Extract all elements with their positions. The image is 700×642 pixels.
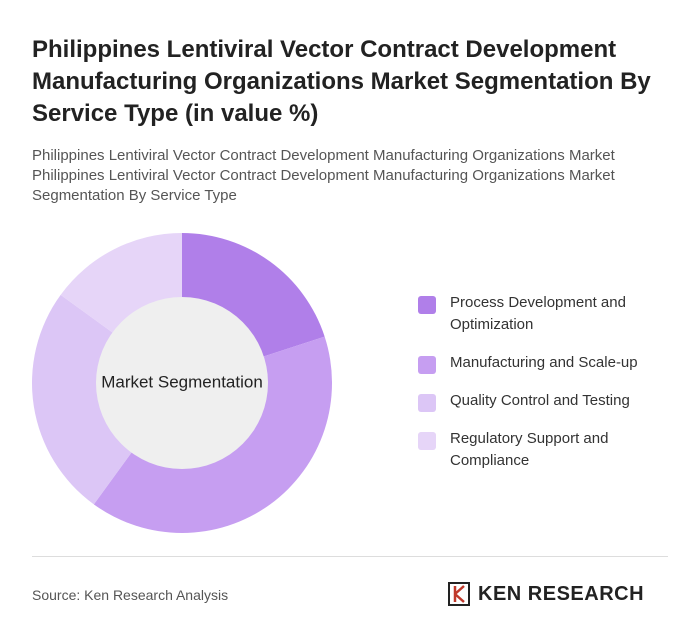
donut-hole <box>96 297 268 469</box>
legend-label: Manufacturing and Scale-up <box>450 354 638 371</box>
legend: Process Development and Optimization Manu… <box>418 292 668 488</box>
legend-label: Quality Control and Testing <box>450 392 630 409</box>
chart-title: Philippines Lentiviral Vector Contract D… <box>32 36 651 127</box>
logo-text: KEN RESEARCH <box>478 582 645 605</box>
logo-icon <box>448 582 470 606</box>
legend-swatch <box>418 394 436 412</box>
legend-label: Process Development and Optimization <box>450 294 626 333</box>
legend-item: Manufacturing and Scale-up <box>418 352 668 374</box>
donut-chart: Market Segmentation <box>32 233 332 533</box>
legend-item: Quality Control and Testing <box>418 390 668 412</box>
legend-item: Regulatory Support and Compliance <box>418 428 668 472</box>
legend-swatch <box>418 296 436 314</box>
center-label: Market Segmentation <box>101 372 263 391</box>
legend-label: Regulatory Support and Compliance <box>450 430 609 469</box>
logo: KEN RESEARCH <box>448 582 644 606</box>
legend-swatch <box>418 432 436 450</box>
legend-item: Process Development and Optimization <box>418 292 668 336</box>
chart-subtitle: Philippines Lentiviral Vector Contract D… <box>32 147 615 204</box>
legend-swatch <box>418 356 436 374</box>
divider <box>32 556 668 557</box>
source: Source: Ken Research Analysis <box>32 587 229 603</box>
